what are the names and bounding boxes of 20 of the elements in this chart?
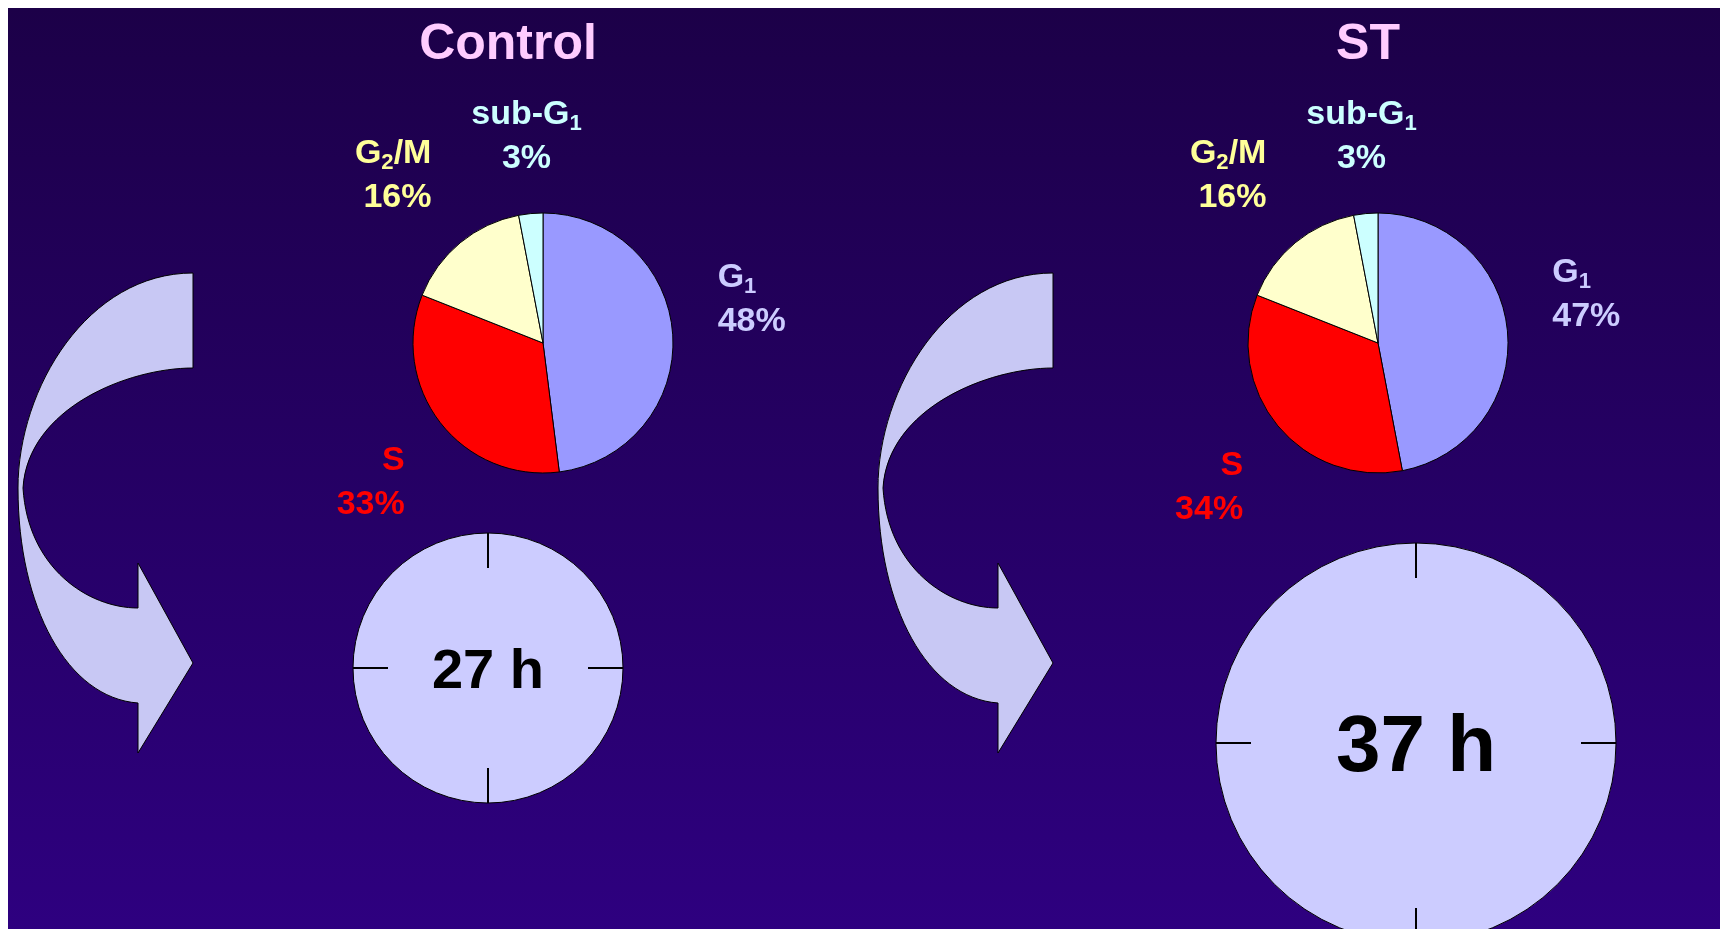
slice-label: G$_{1}$ (717, 256, 757, 298)
chart-title: Control (418, 13, 598, 71)
data-label: 16% (1198, 176, 1267, 215)
slice-label: G$_{1}$ (1552, 250, 1591, 293)
data-label: 3% (1336, 136, 1387, 175)
text: 37 h (1335, 699, 1497, 788)
slice-label: S (1220, 443, 1244, 482)
data-label: 16% (363, 176, 432, 215)
data-label: 3% (501, 136, 552, 175)
text: 27 h (431, 636, 545, 700)
chart-title: ST (1335, 13, 1401, 71)
data-label: 33% (336, 483, 405, 522)
data-label: 47% (1552, 294, 1621, 333)
slice-label: sub-G$_{1}$ (1306, 92, 1417, 135)
slice-label: G$_{2}$/M (354, 132, 432, 174)
slice-label: G$_{2}$/M (1189, 132, 1267, 174)
data-label: 34% (1175, 487, 1244, 526)
slice-label: S (382, 439, 405, 478)
slice-label: sub-G$_{1}$ (471, 92, 582, 135)
data-label: 48% (717, 300, 786, 339)
